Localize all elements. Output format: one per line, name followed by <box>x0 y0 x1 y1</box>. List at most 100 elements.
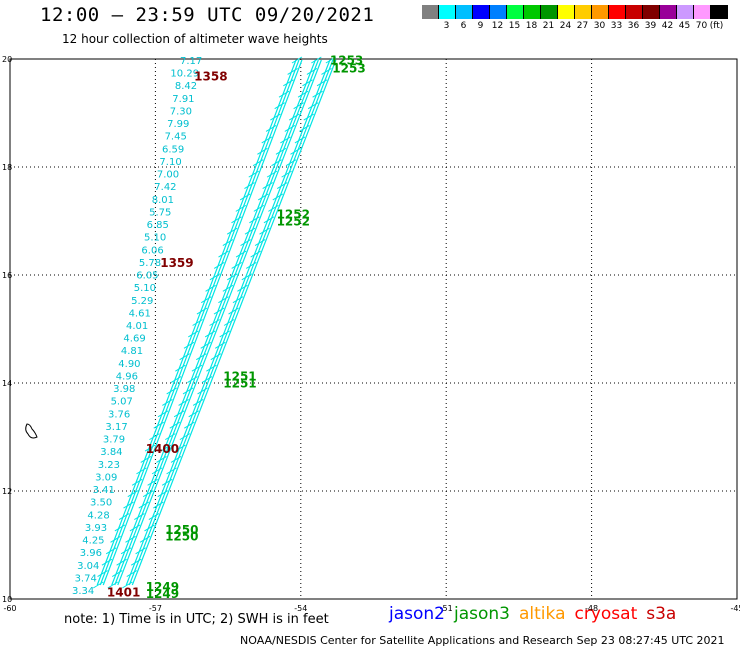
swh-label: 3.09 <box>95 472 117 483</box>
track-b-hatch <box>306 67 318 75</box>
track-b-hatch <box>275 147 287 155</box>
track-c <box>128 59 334 586</box>
track-a-hatch <box>278 90 290 98</box>
lat-tick-label: 12 <box>2 487 12 496</box>
legend-swatch <box>490 5 507 19</box>
time-label: 1251 <box>223 369 256 383</box>
legend-swatch <box>592 5 609 19</box>
swh-label: 8.42 <box>175 81 197 92</box>
track-b-hatch <box>151 467 163 475</box>
track-b-hatch <box>182 387 194 395</box>
track-c-hatch <box>250 250 261 258</box>
legend-label: 27 <box>576 21 589 31</box>
track-b-hatch <box>138 501 150 509</box>
legend-swatch <box>677 5 694 19</box>
legend-label: 6 <box>460 21 467 31</box>
lat-tick-label: 20 <box>2 55 12 64</box>
swh-label: 5.29 <box>131 296 153 307</box>
time-label: 1252 <box>277 207 310 221</box>
time-label: 1359 <box>160 256 193 270</box>
track-a-hatch <box>244 182 255 189</box>
track-a-hatch <box>196 307 208 315</box>
swh-label: 7.42 <box>154 182 176 193</box>
track-a-hatch <box>140 456 152 463</box>
track-c-hatch <box>139 535 151 543</box>
swh-label: 3.74 <box>75 573 97 584</box>
legend-label: 33 <box>610 21 623 31</box>
track-b <box>114 59 319 586</box>
satellite-cryosat: cryosat <box>574 604 638 624</box>
swh-label: 4.69 <box>123 334 145 345</box>
map-frame <box>9 58 738 600</box>
time-label: 1249 <box>146 587 179 601</box>
legend-swatch <box>609 5 626 19</box>
track-c-hatch <box>184 421 195 429</box>
legend-unit: (ft) <box>709 21 724 31</box>
track-b-hatch <box>231 262 242 269</box>
track-c-hatch <box>245 262 257 269</box>
lat-tick-label: 10 <box>2 595 12 604</box>
legend-label: 3 <box>443 21 450 31</box>
track-c-hatch <box>254 239 266 247</box>
legend-swatch <box>660 5 677 19</box>
swh-label: 4.81 <box>121 346 143 357</box>
track-c-hatch <box>276 182 288 189</box>
track-c <box>131 59 337 586</box>
swh-label: 6.85 <box>147 220 169 231</box>
track-a-hatch <box>188 330 199 338</box>
track-c-hatch <box>192 398 204 406</box>
swh-label: 4.25 <box>82 536 104 547</box>
track-a-hatch <box>291 56 303 64</box>
track-c-hatch <box>307 102 319 110</box>
track-c-hatch <box>166 467 177 475</box>
track-b <box>117 59 322 586</box>
track-b-hatch <box>253 204 265 212</box>
swh-label: 5.78 <box>139 258 161 269</box>
track-a-hatch <box>92 581 104 589</box>
track-a-hatch <box>270 113 281 121</box>
track-b-hatch <box>213 307 225 315</box>
track-b-hatch <box>111 570 123 578</box>
lon-tick-label: -54 <box>294 604 307 613</box>
swh-label: 4.61 <box>129 308 151 319</box>
track-c-hatch <box>232 296 244 304</box>
track-a-hatch <box>205 284 216 292</box>
track-a-hatch <box>101 558 113 566</box>
track-c-hatch <box>237 284 248 292</box>
track-c-hatch <box>179 433 191 441</box>
track-c-hatch <box>148 513 160 520</box>
legend-label: 30 <box>593 21 606 31</box>
swh-label: 7.17 <box>180 56 202 67</box>
track-a-hatch <box>283 79 294 87</box>
track-a-hatch <box>123 501 134 509</box>
track-a-hatch <box>231 216 242 224</box>
track-b-hatch <box>147 478 158 486</box>
legend-label: 18 <box>525 21 538 31</box>
track-a-hatch <box>118 513 130 520</box>
track-a-hatch <box>252 159 264 167</box>
track-a-hatch <box>144 444 156 452</box>
track-a-hatch <box>175 364 186 372</box>
legend-swatch <box>439 5 456 19</box>
legend-label: 9 <box>477 21 484 31</box>
track-b-hatch <box>125 535 136 543</box>
track-a-hatch <box>127 490 139 498</box>
track-b-hatch <box>173 410 185 418</box>
track-a-hatch <box>222 239 234 247</box>
track-b-hatch <box>302 79 313 87</box>
track-b-hatch <box>271 159 282 167</box>
track-a-hatch <box>287 67 298 75</box>
time-label: 1401 <box>107 585 140 599</box>
swh-label: 3.17 <box>105 422 127 433</box>
track-a-hatch <box>218 250 229 258</box>
footer-note: note: 1) Time is in UTC; 2) SWH is in fe… <box>64 612 329 627</box>
track-a <box>96 59 297 586</box>
track-a-hatch <box>166 387 177 395</box>
track-c <box>125 59 331 586</box>
legend-swatch <box>711 5 728 19</box>
track-c-hatch <box>214 341 226 349</box>
swh-label: 3.93 <box>85 523 107 534</box>
swh-label: 6.06 <box>141 245 163 256</box>
legend-label: 70 <box>695 21 708 31</box>
track-a-hatch <box>162 398 173 406</box>
